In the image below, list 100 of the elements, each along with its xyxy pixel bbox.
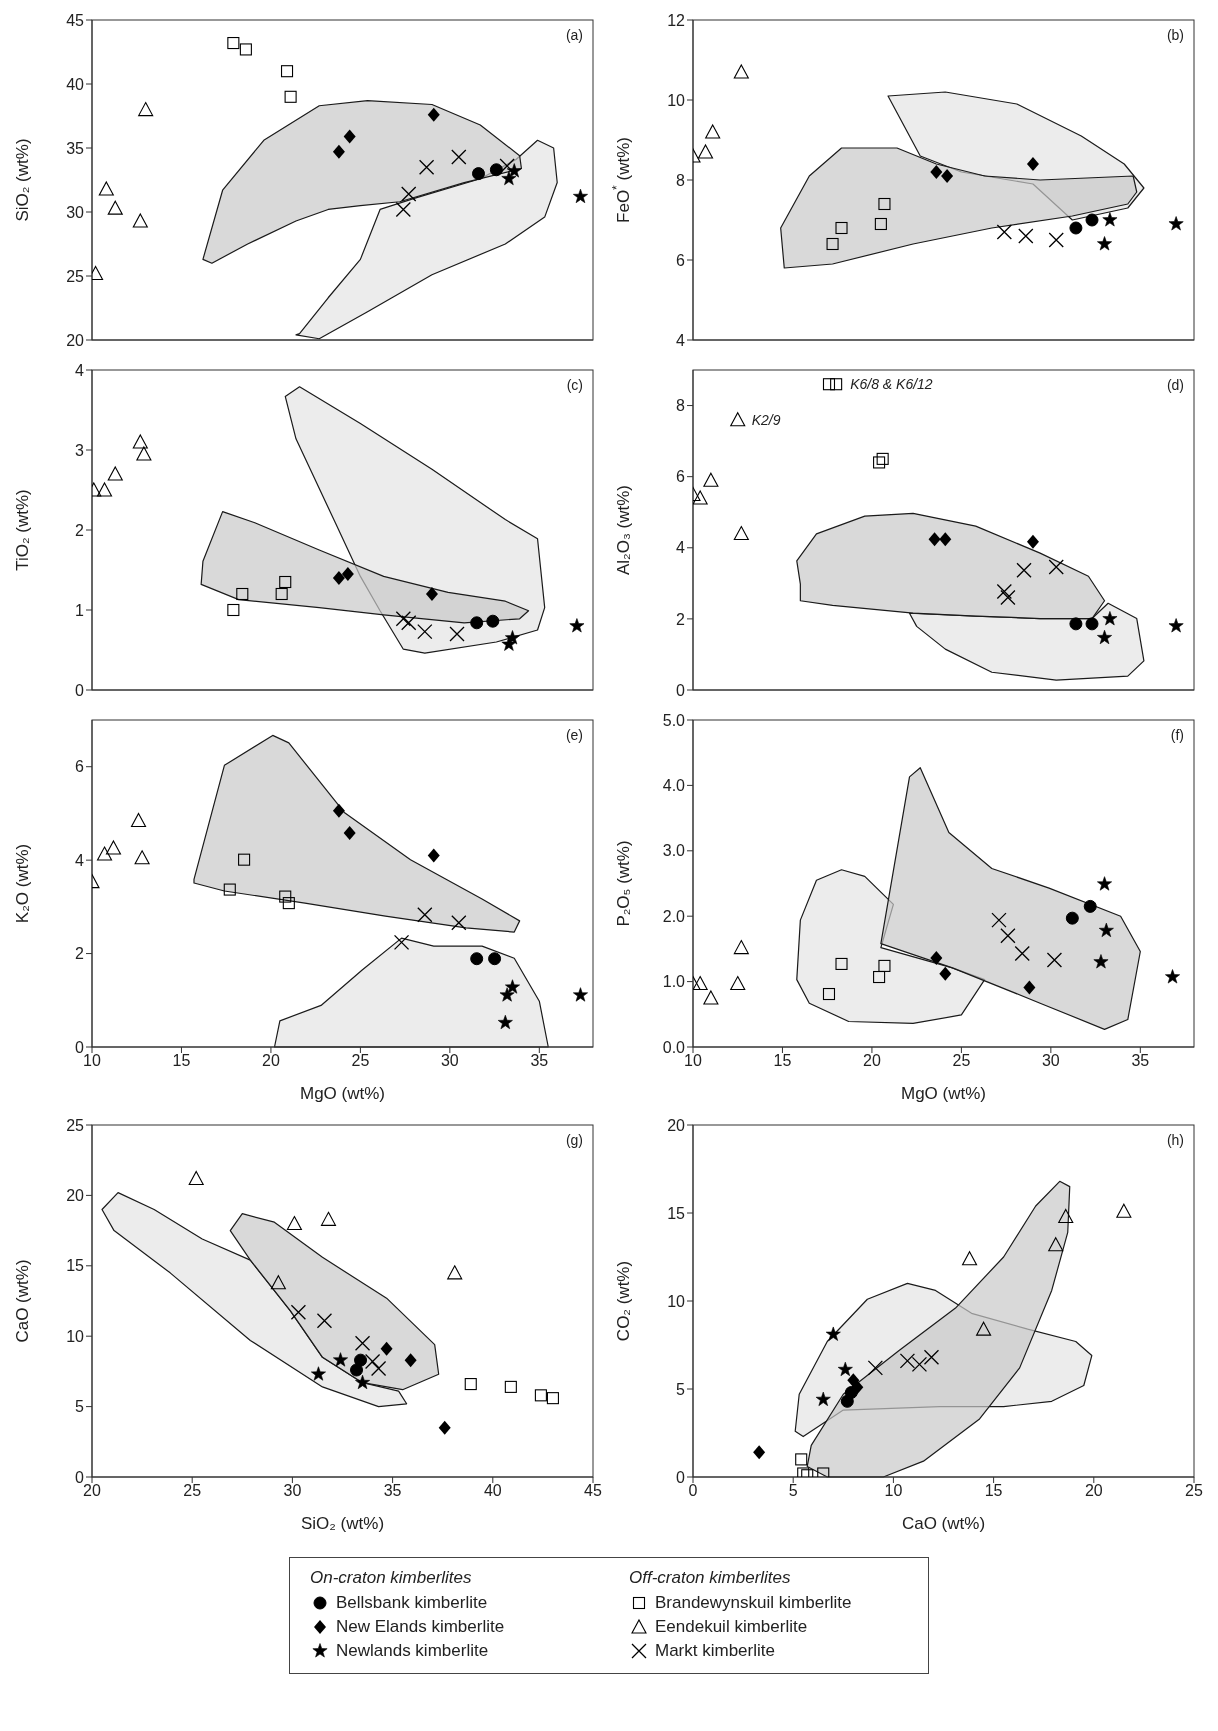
point: [316, 1313, 333, 1329]
point: [499, 158, 515, 174]
point: [284, 90, 297, 103]
point: [573, 188, 588, 204]
point: [899, 1353, 916, 1369]
point: [417, 623, 433, 640]
point: [693, 490, 708, 505]
point: [703, 472, 719, 487]
point: [188, 1170, 204, 1186]
annotation: (b): [1166, 27, 1184, 43]
point: [1069, 221, 1083, 235]
point: [1069, 617, 1083, 631]
x-tick-label: 20: [863, 1052, 881, 1070]
point: [962, 1251, 978, 1266]
annotation: K6/8 & K6/12: [850, 376, 933, 393]
x-tick-label: 40: [483, 1482, 502, 1500]
y-axis-title: TiO₂ (wt%): [13, 489, 33, 571]
point: [733, 526, 749, 541]
y-axis-title: K₂O (wt%): [13, 843, 33, 924]
point: [96, 846, 113, 861]
point: [730, 412, 746, 427]
point: [797, 1467, 810, 1477]
point: [332, 144, 345, 159]
point: [401, 186, 417, 202]
x-axis-title: MgO (wt%): [300, 1084, 385, 1103]
point: [364, 1353, 381, 1370]
y-axis-title: Al₂O₃ (wt%): [614, 484, 634, 576]
x-tick-label: 25: [952, 1052, 971, 1070]
point: [941, 169, 954, 183]
x-tick-label: 30: [440, 1052, 459, 1070]
point: [825, 1326, 841, 1341]
point: [1102, 212, 1118, 227]
point: [488, 952, 502, 966]
point: [991, 912, 1007, 928]
point: [355, 1374, 370, 1390]
point: [822, 987, 836, 1001]
y-tick-label: 20: [66, 1187, 85, 1205]
point: [333, 1352, 348, 1367]
point: [876, 452, 889, 465]
point: [878, 197, 891, 211]
x-tick-label: 35: [530, 1052, 549, 1070]
point: [1026, 157, 1039, 171]
point: [705, 124, 721, 139]
y-tick-label: 35: [66, 139, 85, 157]
point: [1048, 232, 1064, 248]
point: [873, 456, 886, 469]
point: [497, 1014, 513, 1030]
point: [105, 840, 122, 855]
legend-label: Bellsbank kimberlite: [336, 1592, 488, 1614]
annotation: (c): [566, 377, 583, 393]
point: [930, 951, 943, 966]
y-tick-label: 3: [75, 441, 85, 459]
y-tick-label: 15: [66, 1257, 85, 1275]
legend-label: Newlands kimberlite: [336, 1640, 489, 1662]
point: [569, 618, 585, 633]
x-axis-title: CaO (wt%): [901, 1514, 986, 1533]
point: [830, 378, 843, 391]
point: [1165, 969, 1180, 984]
y-tick-label: 5: [676, 1380, 686, 1398]
point: [1085, 213, 1099, 227]
legend-label: New Elands kimberlite: [336, 1616, 505, 1638]
point: [1046, 952, 1063, 968]
point: [354, 1335, 371, 1351]
y-tick-label: 6: [676, 468, 686, 486]
y-tick-label: 0: [75, 681, 85, 699]
point: [282, 897, 295, 910]
y-tick-label: 20: [66, 331, 85, 349]
x-tick-label: 0: [688, 1482, 698, 1500]
point: [851, 1380, 864, 1395]
x-axis-title: MgO (wt%): [901, 1084, 986, 1103]
point: [343, 129, 356, 144]
point: [132, 434, 148, 449]
point: [1116, 1203, 1132, 1218]
point: [417, 907, 433, 923]
y-tick-label: 25: [66, 267, 85, 285]
point: [1048, 559, 1064, 575]
annotation: (g): [565, 1132, 583, 1148]
point: [703, 990, 719, 1005]
point: [499, 987, 515, 1002]
point: [1014, 945, 1030, 962]
x-tick-label: 30: [1041, 1052, 1060, 1070]
y-tick-label: 5.0: [662, 711, 686, 729]
point: [996, 583, 1012, 600]
point: [332, 803, 345, 818]
point: [835, 221, 848, 235]
annotation: (f): [1170, 727, 1184, 743]
point: [1018, 228, 1034, 244]
point: [928, 532, 941, 547]
point: [425, 587, 438, 601]
point: [130, 812, 147, 827]
point: [1168, 618, 1184, 633]
point: [486, 614, 500, 628]
text: Off-craton kimberlites: [629, 1568, 792, 1588]
text: On-craton kimberlites: [310, 1568, 473, 1588]
y-tick-label: 40: [66, 75, 85, 93]
point: [438, 1420, 451, 1435]
x-tick-label: 15: [984, 1482, 1003, 1500]
point: [370, 1360, 387, 1377]
y-tick-label: 0.0: [662, 1038, 686, 1056]
point: [504, 1380, 517, 1393]
